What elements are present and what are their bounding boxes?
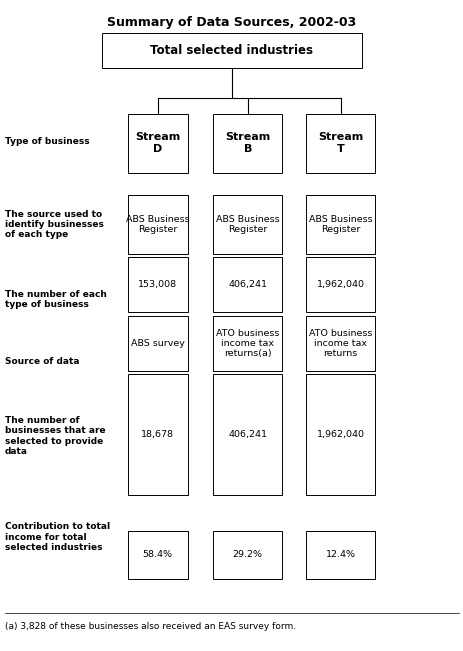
Text: The source used to
identify businesses
of each type: The source used to identify businesses o… [5,210,103,240]
FancyBboxPatch shape [127,374,188,495]
Text: Stream
T: Stream T [317,132,363,154]
FancyBboxPatch shape [213,374,282,495]
Text: ABS Business
Register: ABS Business Register [215,215,279,234]
FancyBboxPatch shape [102,33,361,68]
Text: 1,962,040: 1,962,040 [316,430,364,439]
FancyBboxPatch shape [306,257,374,312]
FancyBboxPatch shape [306,316,374,371]
FancyBboxPatch shape [127,114,188,173]
Text: 29.2%: 29.2% [232,551,262,559]
Text: ABS Business
Register: ABS Business Register [125,215,189,234]
FancyBboxPatch shape [213,114,282,173]
Text: Stream
B: Stream B [225,132,270,154]
FancyBboxPatch shape [127,316,188,371]
Text: Summary of Data Sources, 2002-03: Summary of Data Sources, 2002-03 [107,16,356,29]
FancyBboxPatch shape [213,531,282,579]
Text: 18,678: 18,678 [141,430,174,439]
FancyBboxPatch shape [213,316,282,371]
FancyBboxPatch shape [306,531,374,579]
Text: The number of
businesses that are
selected to provide
data: The number of businesses that are select… [5,416,105,456]
FancyBboxPatch shape [306,114,374,173]
FancyBboxPatch shape [213,257,282,312]
Text: Total selected industries: Total selected industries [150,44,313,57]
FancyBboxPatch shape [127,531,188,579]
Text: 58.4%: 58.4% [143,551,172,559]
Text: ATO business
income tax
returns: ATO business income tax returns [308,329,371,358]
Text: Source of data: Source of data [5,357,79,366]
FancyBboxPatch shape [306,195,374,254]
Text: 12.4%: 12.4% [325,551,355,559]
FancyBboxPatch shape [213,195,282,254]
Text: ABS Business
Register: ABS Business Register [308,215,372,234]
FancyBboxPatch shape [127,195,188,254]
Text: 406,241: 406,241 [228,281,267,289]
Text: ABS survey: ABS survey [131,339,184,348]
Text: 406,241: 406,241 [228,430,267,439]
Text: ATO business
income tax
returns(a): ATO business income tax returns(a) [216,329,279,358]
Text: 153,008: 153,008 [138,281,177,289]
FancyBboxPatch shape [306,374,374,495]
Text: (a) 3,828 of these businesses also received an EAS survey form.: (a) 3,828 of these businesses also recei… [5,622,295,631]
Text: Type of business: Type of business [5,137,89,146]
Text: Stream
D: Stream D [135,132,180,154]
Text: 1,962,040: 1,962,040 [316,281,364,289]
Text: The number of each
type of business: The number of each type of business [5,290,106,309]
FancyBboxPatch shape [127,257,188,312]
Text: Contribution to total
income for total
selected industries: Contribution to total income for total s… [5,522,110,552]
